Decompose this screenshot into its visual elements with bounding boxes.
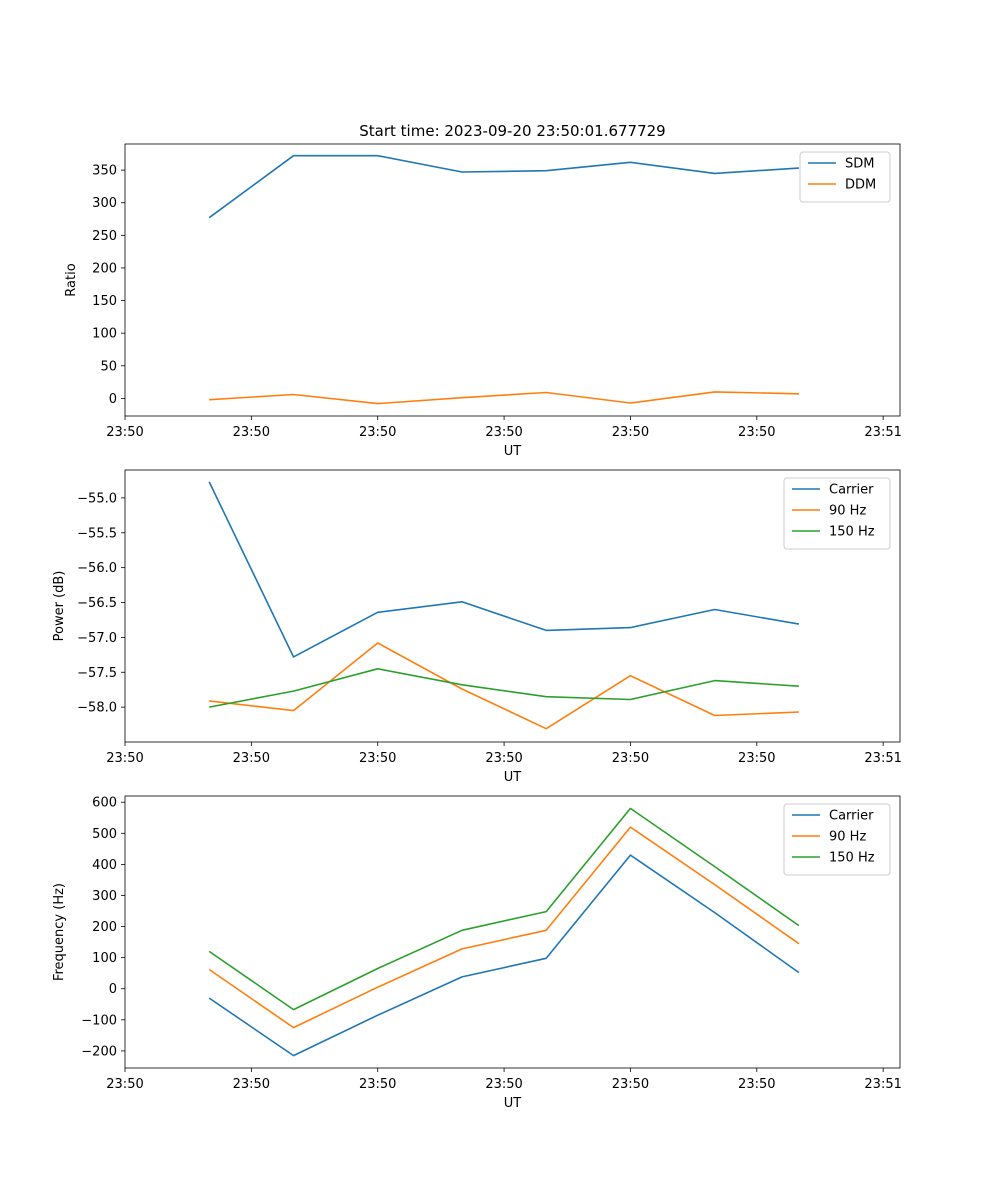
x-tick-label: 23:50 [233, 751, 270, 766]
y-tick-label: 350 [92, 164, 117, 179]
y-tick-label: −55.5 [77, 526, 117, 541]
y-tick-label: 300 [92, 196, 117, 211]
x-tick-label: 23:50 [106, 425, 143, 440]
y-tick-label: 500 [92, 827, 117, 842]
series-line-ddm [209, 391, 799, 405]
y-tick-label: 300 [92, 889, 117, 904]
y-tick-label: 0 [109, 392, 117, 407]
y-tick-label: 400 [92, 858, 117, 873]
axes-frame [124, 795, 901, 1069]
y-tick-label: −56.5 [77, 596, 117, 611]
y-tick-label: −57.5 [77, 666, 117, 681]
x-tick-label: 23:51 [864, 1077, 901, 1092]
x-tick-label: 23:50 [612, 1077, 649, 1092]
legend-label: Carrier [829, 809, 874, 824]
x-tick-label: 23:50 [738, 425, 775, 440]
x-tick-label: 23:50 [485, 751, 522, 766]
chart-panel-2: 23:50 23:50 23:50 23:50 23:50 23:50 23:51 −55.0… [52, 469, 902, 785]
y-axis-label: Power (dB) [52, 571, 67, 642]
legend-label: SDM [845, 157, 874, 172]
x-tick-label: 23:50 [106, 751, 143, 766]
y-tick-label: 200 [92, 261, 117, 276]
chart-panel-1: Start time: 2023-09-20 23:50:01.677729 23… [64, 122, 902, 459]
series-line-150-hz [208, 807, 800, 1011]
y-tick-label: 100 [92, 327, 117, 342]
series-line-90-hz [208, 826, 800, 1029]
series-line-carrier [208, 481, 800, 658]
chart-title: Start time: 2023-09-20 23:50:01.677729 [359, 122, 665, 140]
y-tick-label: 600 [92, 796, 117, 811]
legend-label: 150 Hz [829, 851, 875, 866]
x-tick-label: 23:50 [612, 751, 649, 766]
y-tick-label: −57.0 [77, 631, 117, 646]
y-tick-label: 150 [92, 294, 117, 309]
x-tick-label: 23:50 [233, 1077, 270, 1092]
x-tick-label: 23:50 [359, 425, 396, 440]
series-line-sdm [208, 154, 799, 219]
x-tick-label: 23:50 [106, 1077, 143, 1092]
legend-label: 90 Hz [829, 504, 866, 519]
chart-panel-3: 23:50 23:50 23:50 23:50 23:50 23:50 23:51 −200 −… [52, 795, 902, 1111]
y-tick-label: 100 [92, 951, 117, 966]
y-axis-label: Frequency (Hz) [52, 883, 67, 981]
x-axis-label: UT [504, 1096, 522, 1111]
x-tick-label: 23:51 [864, 751, 901, 766]
x-tick-label: 23:50 [485, 425, 522, 440]
x-tick-label: 23:51 [864, 425, 901, 440]
y-tick-label: 200 [92, 920, 117, 935]
x-axis-label: UT [504, 770, 522, 785]
legend: Carrier 90 Hz 150 Hz [783, 803, 891, 876]
legend-label: 150 Hz [829, 525, 875, 540]
x-tick-label: 23:50 [612, 425, 649, 440]
legend: Carrier 90 Hz 150 Hz [783, 477, 891, 550]
legend-label: DDM [845, 178, 876, 193]
y-tick-label: −100 [81, 1013, 117, 1028]
axes-frame [124, 143, 901, 417]
legend: SDM DDM [799, 151, 891, 203]
x-tick-label: 23:50 [233, 425, 270, 440]
series-line-150-hz [209, 667, 799, 708]
axes-frame [124, 469, 901, 743]
y-tick-label: −200 [81, 1044, 117, 1059]
y-tick-label: 50 [100, 359, 117, 374]
x-tick-label: 23:50 [485, 1077, 522, 1092]
legend-label: Carrier [829, 483, 874, 498]
x-tick-label: 23:50 [738, 751, 775, 766]
series-line-carrier [208, 854, 800, 1057]
y-tick-label: −55.0 [77, 491, 117, 506]
x-axis-label: UT [504, 444, 522, 459]
y-tick-label: −56.0 [77, 561, 117, 576]
legend-label: 90 Hz [829, 830, 866, 845]
y-axis-label: Ratio [64, 263, 79, 296]
y-tick-label: −58.0 [77, 701, 117, 716]
x-tick-label: 23:50 [359, 751, 396, 766]
y-tick-label: 0 [109, 982, 117, 997]
series-line-90-hz [209, 642, 799, 730]
legend-box [799, 151, 891, 203]
y-tick-label: 250 [92, 229, 117, 244]
x-tick-label: 23:50 [738, 1077, 775, 1092]
x-tick-label: 23:50 [359, 1077, 396, 1092]
